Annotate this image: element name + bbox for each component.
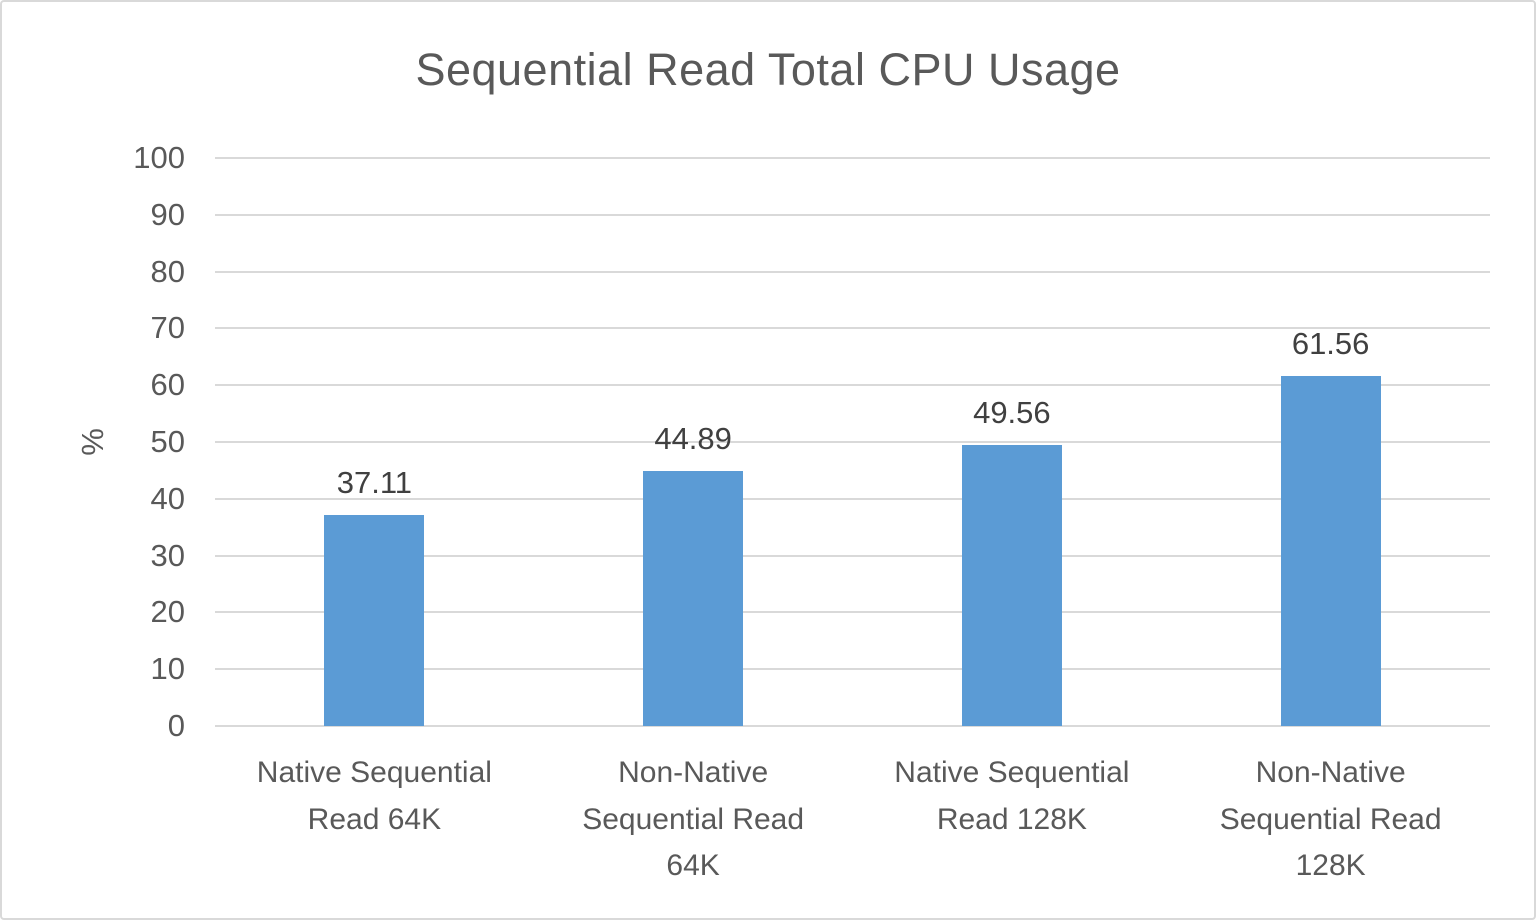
- y-tick-label: 30: [150, 537, 185, 573]
- x-category-label: Non-Native Sequential Read 128K: [1166, 750, 1496, 890]
- y-tick-label: 80: [150, 253, 185, 289]
- gridline: [215, 157, 1490, 159]
- x-category-label-line: Read 128K: [936, 802, 1087, 836]
- plot-area: 37.11 44.89 49.56 61.56: [215, 157, 1490, 727]
- y-tick-label: 100: [133, 140, 185, 175]
- bar-3: [961, 444, 1062, 726]
- y-tick-label: 20: [150, 594, 185, 630]
- x-category-label-line: Native Sequential: [256, 756, 492, 789]
- x-category-label: Native Sequential Read 128K: [847, 750, 1177, 843]
- bar-value-label: 49.56: [973, 394, 1051, 430]
- gridline: [215, 213, 1490, 216]
- x-category-label: Native Sequential Read 64K: [209, 750, 539, 843]
- x-category-label-line: Read 64K: [307, 802, 442, 836]
- bar-2: [643, 471, 744, 726]
- y-tick-label: 50: [150, 424, 185, 459]
- bar-value-label: 61.56: [1291, 326, 1370, 362]
- gridline: [215, 270, 1490, 273]
- x-category-label-line: 128K: [1295, 849, 1366, 882]
- gridline: [215, 441, 1490, 443]
- x-category-label-line: Non-Native: [618, 756, 769, 789]
- bar-4: [1280, 376, 1381, 726]
- gridline: [215, 611, 1490, 614]
- y-tick-label: 70: [150, 310, 185, 346]
- x-category-label-line: Sequential Read: [582, 802, 805, 836]
- x-category-label-line: Native Sequential: [894, 756, 1130, 789]
- y-tick-label: 0: [167, 708, 185, 743]
- x-category-label-line: 64K: [666, 849, 720, 882]
- y-tick-label: 60: [150, 367, 185, 403]
- x-category-label-line: Sequential Read: [1219, 802, 1442, 836]
- bar-value-label: 37.11: [336, 465, 413, 501]
- gridline: [215, 668, 1490, 671]
- y-tick-label: 90: [150, 196, 185, 232]
- y-tick-label: 40: [150, 480, 185, 516]
- x-category-label-line: Non-Native: [1255, 756, 1406, 789]
- chart-title: Sequential Read Total CPU Usage: [415, 44, 1121, 95]
- bar-1: [324, 515, 425, 726]
- gridline: [215, 327, 1490, 330]
- gridline: [215, 554, 1490, 557]
- x-axis-category-labels: Native Sequential Read 64K Non-Native Seque…: [215, 750, 1490, 910]
- bar-value-label: 44.89: [654, 421, 732, 457]
- y-tick-label: 10: [150, 651, 185, 687]
- gridline: [215, 384, 1490, 387]
- x-category-label: Non-Native Sequential Read 64K: [528, 750, 858, 890]
- gridline: [215, 497, 1490, 500]
- y-axis-tick-labels: 0 10 20 30 40 50 60 70 80 90 100: [2, 140, 185, 743]
- gridline: [215, 725, 1490, 727]
